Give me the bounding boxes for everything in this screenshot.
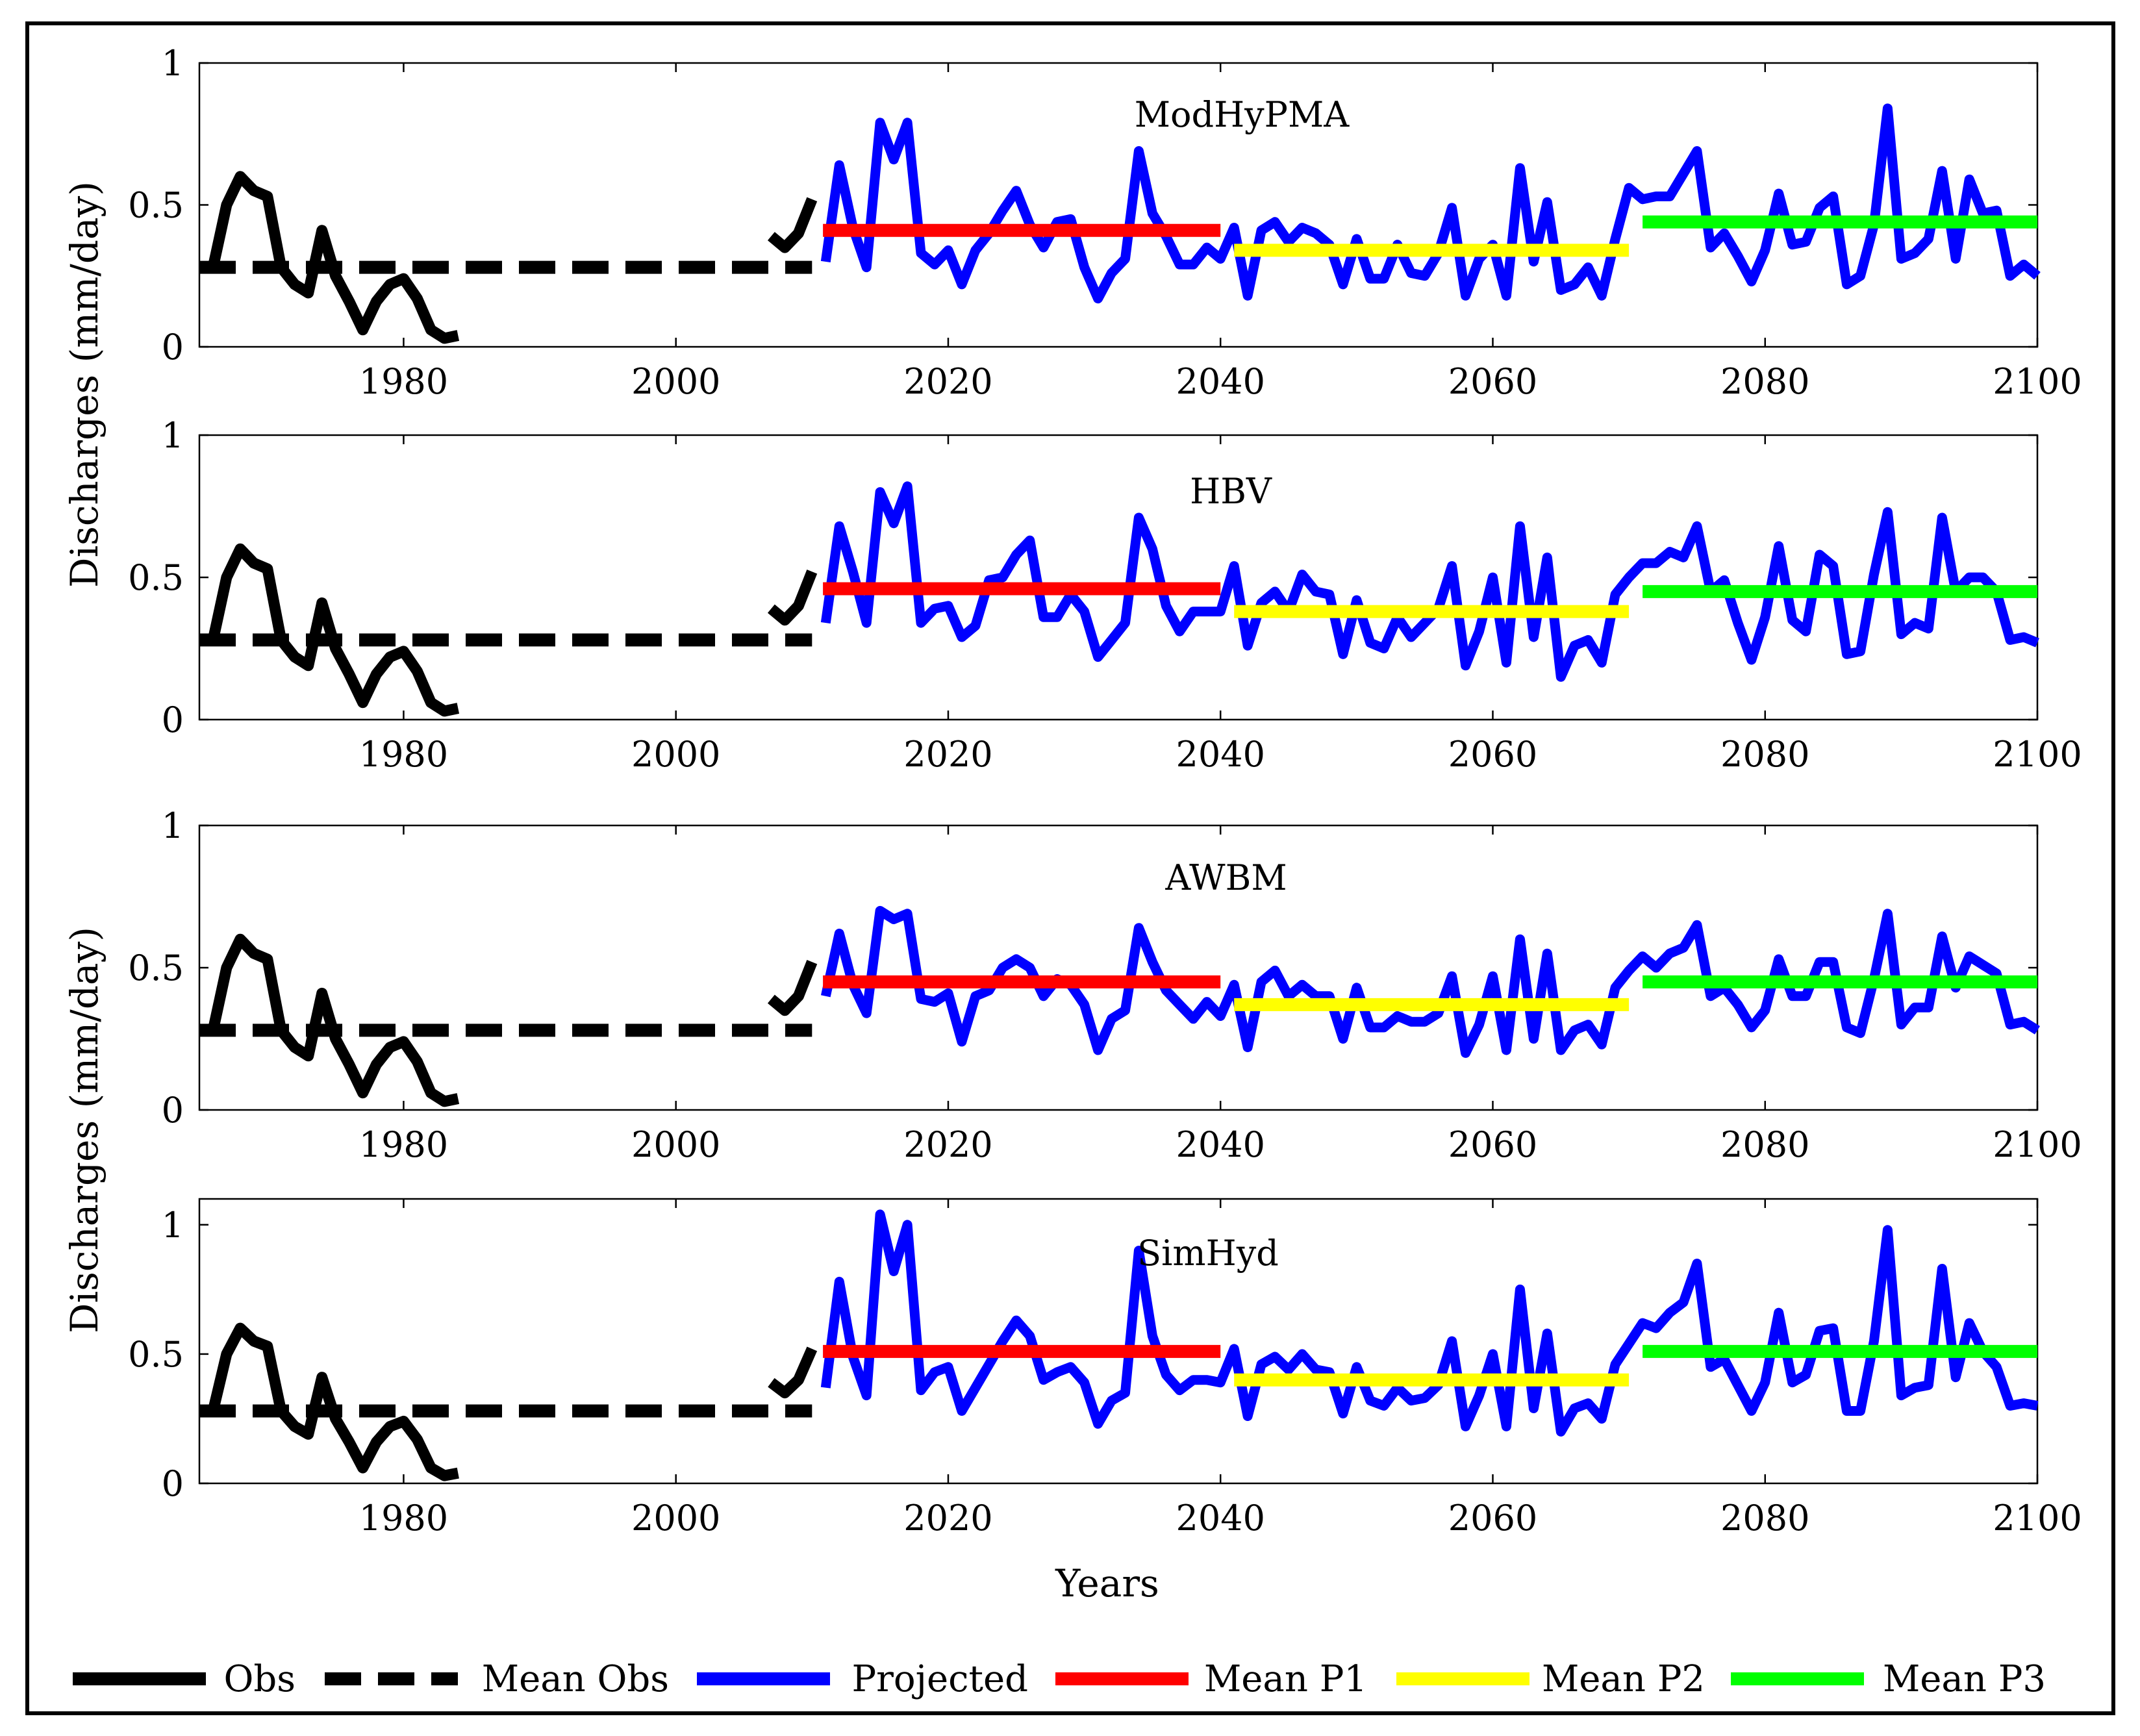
y-tick-label: 0 [162, 1463, 184, 1504]
x-tick-label: 2060 [1448, 361, 1537, 402]
plot-area-frame [198, 1198, 2039, 1485]
legend-label-mean_p1: Mean P1 [1204, 1658, 1367, 1700]
x-tick-label: 2020 [903, 734, 992, 775]
x-tick-label: 2040 [1176, 361, 1265, 402]
obs-line-late [767, 197, 818, 253]
y-tick-label: 0 [162, 327, 184, 368]
x-tick-label: 2020 [903, 1124, 992, 1165]
panel-simhyd: 1980 2000 2020 2040 2060 2080 2100 0 0.5 1 SimHyd [128, 1198, 2082, 1539]
y-tick-label: 0.5 [128, 948, 184, 988]
panel-title: AWBM [1164, 857, 1287, 898]
y-tick-label: 1 [162, 415, 184, 456]
x-tick-label: 2040 [1176, 1498, 1265, 1539]
x-tick-label: 2080 [1720, 734, 1809, 775]
panels: 1980 2000 2020 2040 2060 2080 2100 0 0.5 1 ModHyPM… [128, 43, 2082, 1539]
panel-modhypma: 1980 2000 2020 2040 2060 2080 2100 0 0.5 1 ModHyPM… [128, 43, 2082, 402]
y-tick-label: 0.5 [128, 557, 184, 598]
y-tick-label: 0 [162, 699, 184, 740]
x-tick-label: 2020 [903, 1498, 992, 1539]
x-tick-label: 2060 [1448, 1498, 1537, 1539]
obs-line-late [767, 960, 818, 1016]
legend-label-mean_p2: Mean P2 [1542, 1658, 1705, 1700]
y-tick-label: 0 [162, 1090, 184, 1131]
y-axis-title-top: Discharges (mm/day) [62, 181, 107, 588]
obs-line [199, 171, 460, 344]
panel-hbv: 1980 2000 2020 2040 2060 2080 2100 0 0.5 1 HBV [128, 415, 2082, 775]
legend-label-mean_p3: Mean P3 [1883, 1658, 2046, 1700]
x-tick-label: 1980 [359, 1124, 448, 1165]
projected-line [820, 905, 2040, 1058]
x-tick-label: 2100 [1993, 1124, 2082, 1165]
x-tick-label: 2000 [631, 1498, 720, 1539]
y-tick-label: 1 [162, 805, 184, 846]
x-tick-label: 2040 [1176, 734, 1265, 775]
obs-line-late [767, 570, 818, 626]
projected-line [820, 1209, 2039, 1437]
obs-line [199, 1322, 459, 1481]
x-tick-label: 2080 [1720, 361, 1809, 402]
obs-line [199, 933, 460, 1107]
x-tick-label: 2080 [1720, 1124, 1809, 1165]
x-tick-label: 2100 [1993, 361, 2082, 402]
obs-line-late [768, 1346, 818, 1399]
x-axis-title: Years [1055, 1561, 1159, 1605]
x-tick-label: 2060 [1448, 1124, 1537, 1165]
x-tick-label: 2020 [903, 361, 992, 402]
y-tick-label: 1 [162, 43, 184, 84]
legend-label-obs: Obs [224, 1658, 296, 1700]
x-tick-label: 1980 [359, 734, 448, 775]
legend-label-mean_obs: Mean Obs [482, 1658, 669, 1700]
x-tick-label: 1980 [359, 1498, 448, 1539]
y-axis-title-bottom: Discharges (mm/day) [62, 927, 107, 1333]
panel-title: HBV [1190, 471, 1272, 512]
x-tick-label: 2060 [1448, 734, 1537, 775]
obs-line [199, 543, 460, 717]
x-tick-label: 2000 [631, 1124, 720, 1165]
x-tick-label: 2100 [1993, 1498, 2082, 1539]
y-tick-label: 1 [162, 1205, 184, 1246]
y-tick-label: 0.5 [128, 1334, 184, 1375]
x-tick-label: 1980 [359, 361, 448, 402]
legend: Obs Mean Obs Projected Mean P1 Mean P2 Mean P… [73, 1658, 2046, 1700]
panel-awbm: 1980 2000 2020 2040 2060 2080 2100 0 0.5 1 AWBM [128, 805, 2082, 1165]
y-tick-label: 0.5 [128, 185, 184, 226]
figure-border [25, 21, 2115, 1715]
panel-title: ModHyPMA [1135, 94, 1350, 135]
x-tick-label: 2100 [1993, 734, 2082, 775]
panel-title: SimHyd [1137, 1233, 1279, 1274]
projected-line [820, 103, 2041, 304]
legend-label-projected: Projected [851, 1658, 1028, 1700]
x-tick-label: 2080 [1720, 1498, 1809, 1539]
x-tick-label: 2040 [1176, 1124, 1265, 1165]
x-tick-label: 2000 [631, 734, 720, 775]
x-tick-label: 2000 [631, 361, 720, 402]
